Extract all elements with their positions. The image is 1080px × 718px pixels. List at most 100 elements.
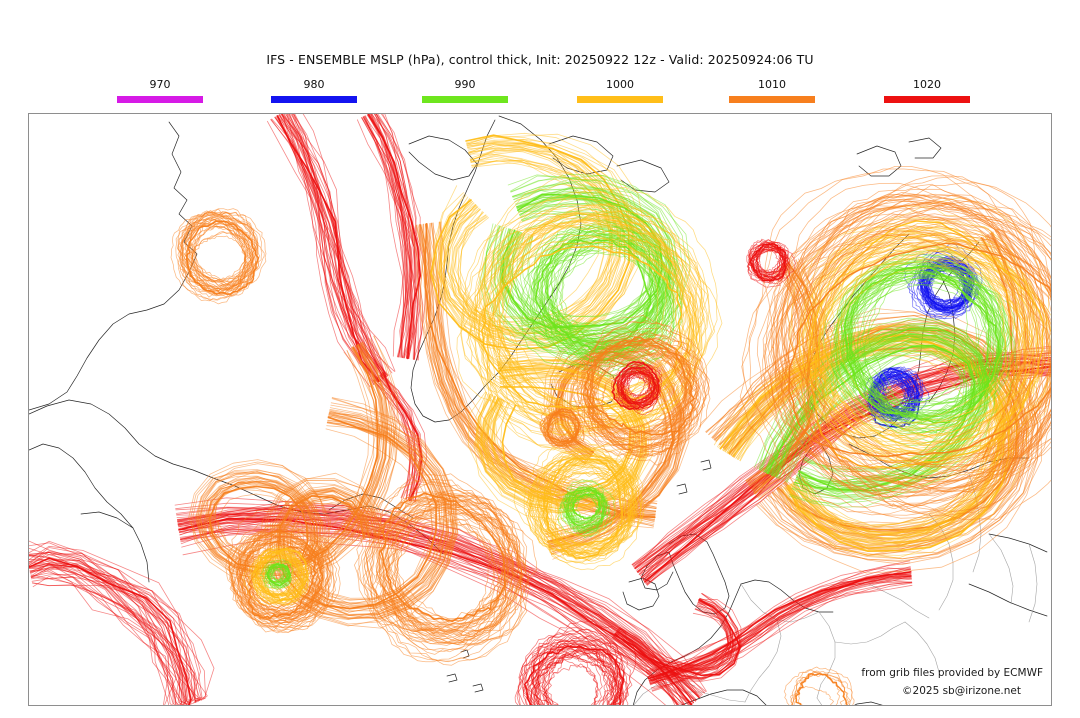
contour-subtropical-ridge-west [31, 576, 173, 705]
coastline-segment [29, 399, 444, 555]
map-canvas [29, 114, 1051, 705]
contour-nordic-green-ring [847, 262, 978, 417]
country-border [834, 621, 906, 645]
contour-atlantic-orange-gyre [383, 498, 522, 633]
contour-atlantic-orange-gyre [358, 478, 521, 666]
contour-baffin-red-band-b [357, 119, 404, 357]
contour-iceland-south-amber [554, 468, 617, 547]
contour-arctic-amber-band [435, 133, 645, 346]
contour-atlantic-orange-gyre [370, 496, 523, 663]
contour-nordic-orange-ring [773, 202, 1051, 493]
country-border [904, 621, 940, 673]
contour-arctic-archipelago-green [516, 200, 664, 318]
contour-iceland-south-amber [549, 455, 626, 556]
contour-azores-red-cells [522, 645, 614, 705]
contour-atlantic-orange-gyre-inner [283, 422, 450, 612]
contour-azores-red-cells [519, 628, 625, 705]
coastline-segment [472, 683, 484, 693]
contour-subtropical-ridge-west [30, 564, 183, 705]
contour-greenland-sea-red-core [622, 369, 651, 405]
legend-swatch-990 [422, 96, 508, 103]
contour-iceland-small-orange [543, 412, 576, 444]
contour-iceland-south-green [563, 479, 610, 531]
contour-greenland-orange-spine [410, 225, 654, 529]
contour-baffin-red-band-a [278, 114, 381, 381]
contour-iceland-south-green [557, 486, 612, 537]
contour-atlantic-orange-gyre [386, 508, 500, 642]
map-frame: from grib files provided by ECMWF ©2025 … [28, 113, 1052, 706]
contour-nordic-orange-ring [781, 198, 1051, 517]
contour-baffin-red-band-a [277, 115, 380, 382]
contour-subtropical-ridge-west [29, 570, 184, 705]
contour-italy-orange-contours [792, 666, 849, 705]
contour-mid-atlantic-low-orange [227, 528, 338, 633]
contour-atlantic-orange-gyre [394, 496, 514, 634]
contour-baffin-red-band-a [288, 114, 386, 378]
legend-label-1020: 1020 [913, 78, 941, 91]
contour-mid-atlantic-low-orange [237, 524, 334, 622]
coastline-segment [988, 533, 1048, 553]
contour-arctic-amber-band [443, 144, 635, 334]
attribution-copyright: ©2025 sb@irizone.net [902, 685, 1021, 697]
contour-arctic-amber-band [460, 204, 700, 430]
contour-baffin-red-band-a [267, 120, 371, 388]
legend-swatch-970 [117, 96, 203, 103]
contour-iceland-small-orange [546, 408, 580, 443]
contour-azores-red-cells [516, 637, 627, 705]
contour-mid-atlantic-low-orange [225, 533, 324, 618]
contour-iceland-south-amber [554, 465, 623, 556]
contour-iceland-small-orange [547, 410, 578, 448]
legend-swatch-1000 [577, 96, 663, 103]
contour-greenland-sea-red-core [613, 366, 656, 408]
contour-azores-red-cells [526, 635, 633, 705]
contour-iceland-south-green [563, 490, 604, 534]
contour-iceland-south-amber [513, 453, 638, 557]
legend-label-990: 990 [454, 78, 476, 91]
contour-iceland-south-amber [523, 444, 640, 571]
contour-atlantic-orange-gyre-inner [283, 422, 448, 608]
coastline-segment [854, 701, 883, 705]
contour-baffin-red-band-b [370, 114, 413, 359]
contour-nordic-orange-ring [791, 188, 1051, 493]
contour-nordic-orange-ring [796, 225, 1051, 468]
contour-nordic-amber-ring [810, 251, 1031, 436]
contour-italy-orange-contours [783, 669, 846, 705]
country-border [816, 611, 836, 699]
contour-subtropical-ridge-west [29, 563, 190, 705]
country-border [868, 583, 930, 619]
contour-nordic-green-ring [846, 245, 1000, 418]
country-border [816, 697, 823, 705]
contour-arctic-amber-band [478, 176, 696, 450]
contour-arctic-amber-band [477, 197, 698, 429]
contour-azores-red-cells [514, 646, 625, 705]
contour-greenland-sea-orange [579, 321, 711, 453]
contour-nordic-amber-ring [808, 244, 1021, 440]
contour-iceland-small-orange [549, 415, 576, 442]
contour-greenland-sea-red-core [616, 368, 656, 405]
contour-azores-red-cells [542, 654, 600, 705]
contour-atlantic-orange-gyre-inner [290, 422, 434, 601]
contour-nordic-green-ring [772, 334, 973, 489]
contour-atlantic-orange-gyre [393, 512, 495, 625]
contour-arctic-amber-band [439, 143, 626, 346]
contour-arctic-archipelago-green [540, 228, 664, 360]
coastline-segment [408, 135, 478, 181]
contour-greenland-west-red [373, 379, 416, 499]
contour-azores-red-cells [541, 642, 629, 705]
coastline-segment [80, 511, 134, 529]
contour-azores-red-cells [530, 650, 621, 705]
coastline-segment [908, 137, 942, 159]
contour-iceland-south-amber [547, 453, 626, 557]
contour-baffin-red-band-a [277, 115, 385, 379]
contour-nordic-orange-ring [763, 239, 1051, 470]
contour-arctic-amber-band [474, 204, 707, 451]
contour-atlantic-orange-gyre-inner [270, 412, 443, 619]
coastline-segment [676, 483, 688, 495]
contour-mid-atlantic-low-green [266, 562, 287, 583]
contour-mid-atlantic-low-amber [247, 547, 309, 604]
contour-svalbard-red-cell [755, 246, 782, 277]
contour-iceland-south-amber [537, 452, 630, 547]
legend-swatch-1010 [729, 96, 815, 103]
contour-subtropical-ridge-west [29, 552, 202, 702]
contour-europe-ridge-band [649, 577, 912, 685]
